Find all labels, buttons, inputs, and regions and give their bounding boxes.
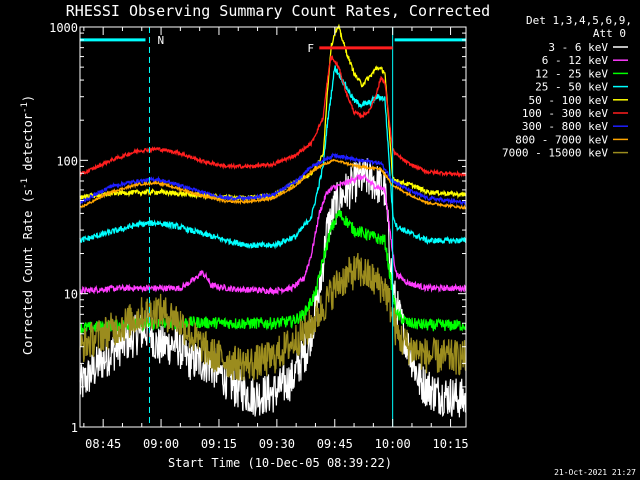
x-tick-label: 10:00 <box>375 437 411 451</box>
legend-header-line1: Det 1,3,4,5,6,9, <box>526 14 632 27</box>
legend-label: 800 - 7000 keV <box>515 133 608 146</box>
x-tick-label: 10:15 <box>432 437 468 451</box>
legend-label: 6 - 12 keV <box>542 54 609 67</box>
x-tick-label: 09:30 <box>259 437 295 451</box>
trace-7000-15000-kev <box>79 252 467 381</box>
y-axis-label-mid: detector <box>21 113 35 178</box>
trace-layer <box>79 23 467 418</box>
y-tick-label: 1000 <box>49 21 78 35</box>
chart-title: RHESSI Observing Summary Count Rates, Co… <box>66 2 490 20</box>
y-tick-label: 10 <box>64 288 78 302</box>
legend-label: 300 - 800 keV <box>522 120 608 133</box>
x-axis: 08:45 09:00 09:15 09:30 09:45 10:00 10:15 <box>83 27 469 451</box>
y-tick-label: 100 <box>56 154 78 168</box>
trace-100-300-kev <box>79 54 467 178</box>
legend-label: 100 - 300 keV <box>522 107 608 120</box>
trace-6-12-kev <box>79 174 467 296</box>
x-axis-label: Start Time (10-Dec-05 08:39:22) <box>168 456 392 470</box>
y-axis-label-end: ) <box>21 95 35 102</box>
y-axis-label-sup2: -1 <box>20 102 30 113</box>
plot-frame <box>79 26 467 428</box>
x-tick-label: 09:15 <box>201 437 237 451</box>
x-tick-label: 09:45 <box>317 437 353 451</box>
f-marker-label: F <box>307 42 314 55</box>
legend-label: 50 - 100 keV <box>529 94 609 107</box>
marker-layer: NF <box>80 27 466 427</box>
x-tick-label: 09:00 <box>143 437 179 451</box>
trace-800-7000-kev <box>79 158 467 211</box>
legend-label: 25 - 50 keV <box>535 81 608 94</box>
y-axis: 1 10 100 1000 <box>49 21 466 435</box>
legend-header-line2: Att 0 <box>593 27 626 40</box>
y-axis-label-start: Corrected Count Rate (s <box>21 189 35 355</box>
timestamp: 21-Oct-2021 21:27 <box>554 468 636 477</box>
trace-300-800-kev <box>79 152 467 207</box>
n-marker-label: N <box>157 34 164 47</box>
y-axis-label-sup1: -1 <box>20 178 30 189</box>
legend-label: 12 - 25 keV <box>535 67 608 80</box>
y-axis-label: Corrected Count Rate (s-1 detector-1) <box>20 95 35 355</box>
legend-label: 7000 - 15000 keV <box>502 147 608 160</box>
y-tick-label: 1 <box>71 421 78 435</box>
trace-25-50-kev <box>79 65 467 250</box>
legend-label: 3 - 6 keV <box>548 41 608 54</box>
x-tick-label: 08:45 <box>85 437 121 451</box>
